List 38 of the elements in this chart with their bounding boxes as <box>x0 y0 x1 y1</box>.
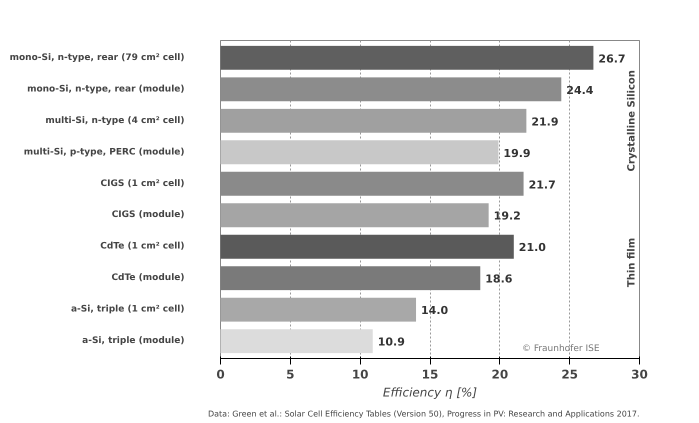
bar <box>220 234 514 259</box>
data-label: 18.6 <box>485 272 513 286</box>
data-label: 10.9 <box>378 336 405 349</box>
bar <box>220 329 373 354</box>
annotation: Crystalline Silicon <box>626 70 638 172</box>
data-label: 26.7 <box>598 52 626 66</box>
bar <box>220 298 416 322</box>
bar <box>220 140 498 164</box>
x-tick-label: 0 <box>216 368 225 382</box>
data-label: 19.2 <box>494 210 521 223</box>
annotation: © Fraunhofer ISE <box>522 344 600 354</box>
x-tick-label: 15 <box>422 368 438 382</box>
x-tick-label: 20 <box>491 368 508 382</box>
data-label: 19.9 <box>503 146 531 160</box>
bar <box>220 266 480 290</box>
data-label: 24.4 <box>566 84 594 97</box>
x-tick-label: 25 <box>561 368 578 382</box>
y-tick-label: mono-Si, n-type, rear (module) <box>27 84 185 94</box>
bar <box>220 46 594 70</box>
y-tick-label: CdTe (module) <box>111 273 185 284</box>
text: Data: Green et al.: Solar Cell Efficiency Tables (Version 50), Progress in PV: Research and Applications 2017. <box>208 410 640 418</box>
y-tick-label: a-Si, triple (1 cm² cell) <box>70 304 185 315</box>
y-tick-label: CIGS (module) <box>112 210 185 220</box>
data-label: 14.0 <box>421 304 449 318</box>
data-label: 21.0 <box>518 241 546 254</box>
x-axis-title: Efficiency η [%] <box>382 386 478 400</box>
data-label: 21.7 <box>528 178 556 192</box>
x-tick-label: 30 <box>631 368 648 382</box>
data-label: 21.9 <box>531 115 559 128</box>
y-tick-label: CdTe (1 cm² cell) <box>100 242 184 252</box>
y-tick-label: multi-Si, n-type (4 cm² cell) <box>45 116 185 126</box>
x-tick-label: 5 <box>286 368 295 382</box>
y-tick-label: multi-Si, p-type, PERC (module) <box>24 147 184 158</box>
y-tick-label: CIGS (1 cm² cell) <box>100 178 185 189</box>
y-tick-label: mono-Si, n-type, rear (79 cm² cell) <box>10 52 185 63</box>
annotation: Thin film <box>626 238 638 288</box>
x-tick-label: 10 <box>352 368 369 382</box>
y-tick-label: a-Si, triple (module) <box>82 336 185 346</box>
